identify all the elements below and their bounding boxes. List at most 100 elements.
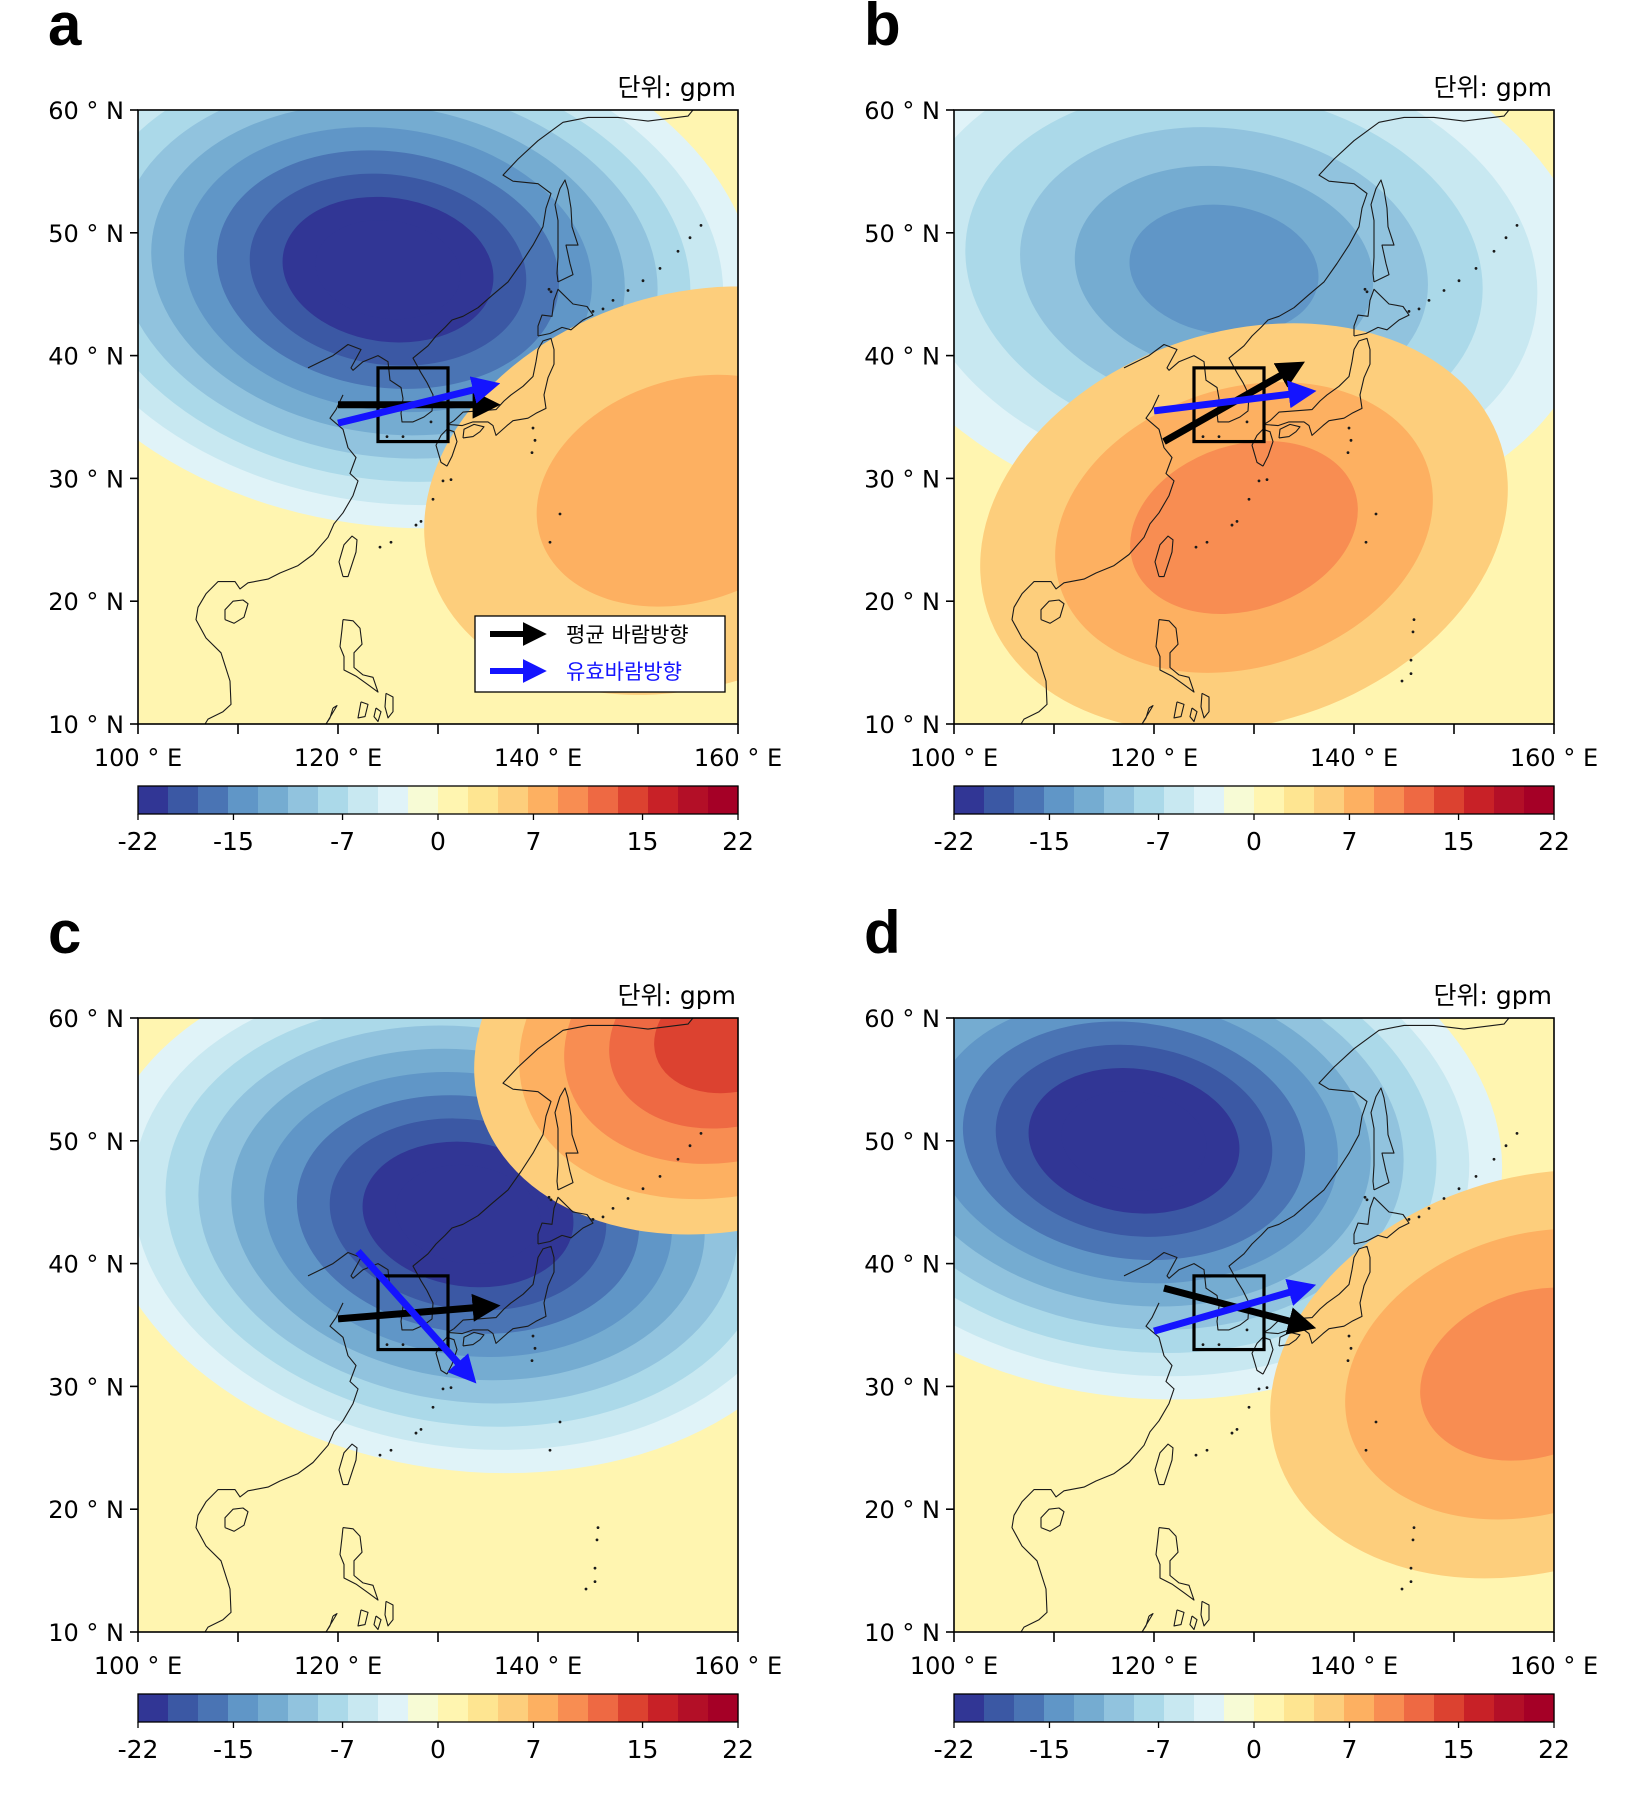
coastline-10 xyxy=(1173,1609,1185,1627)
colorbar-swatch xyxy=(468,786,499,814)
y-tick-label: 30 ° N xyxy=(864,465,940,493)
y-tick-label: 60 ° N xyxy=(864,1005,940,1033)
y-tick-label: 60 ° N xyxy=(864,97,940,125)
island-15 xyxy=(1412,1526,1416,1530)
y-tick-label: 10 ° N xyxy=(48,1619,124,1647)
y-tick-label: 50 ° N xyxy=(48,220,124,248)
colorbar-swatch xyxy=(528,1694,559,1722)
colorbar-swatch xyxy=(348,786,379,814)
island-19 xyxy=(1201,435,1205,439)
colorbar-swatch xyxy=(984,1694,1015,1722)
colorbar: -22 -15 -7 0 7 15 22 xyxy=(934,785,1570,856)
island-11 xyxy=(593,1566,597,1570)
coastline-6 xyxy=(554,179,579,283)
island-23 xyxy=(611,298,615,302)
colorbar-swatch xyxy=(1074,1694,1105,1722)
panel-a: a 단위: gpm 60 ° N 50 ° N 40 ° N 30 ° N 20 ° N 10… xyxy=(0,0,816,908)
x-tick-label: 120 ° E xyxy=(1110,744,1198,772)
island-26 xyxy=(1474,1175,1478,1178)
x-tick-label: 140 ° E xyxy=(494,744,582,772)
contour-level-1-2 xyxy=(1420,1287,1554,1461)
colorbar-tick-label: 15 xyxy=(627,1735,659,1764)
map-figure: c 단위: gpm 60 ° N 50 ° N 40 ° N 30 ° N 20 ° N 10… xyxy=(48,908,782,1764)
island-23 xyxy=(1427,298,1431,302)
island-12 xyxy=(1409,1580,1413,1584)
colorbar-swatch xyxy=(258,1694,289,1722)
coastline-7 xyxy=(338,535,358,578)
colorbar-swatch xyxy=(1224,786,1255,814)
coastline-8 xyxy=(224,1507,249,1532)
y-tick-label: 60 ° N xyxy=(48,97,124,125)
colorbar-swatch xyxy=(1524,1694,1555,1722)
y-tick-label: 40 ° N xyxy=(864,343,940,371)
colorbar-swatch xyxy=(708,1694,739,1722)
unit-label: 단위: gpm xyxy=(618,981,736,1010)
island-30 xyxy=(1245,1328,1249,1332)
colorbar-swatch xyxy=(1404,786,1435,814)
colorbar-swatch xyxy=(438,786,469,814)
island-9 xyxy=(530,451,534,455)
colorbar-swatch xyxy=(1374,786,1405,814)
colorbar-swatch xyxy=(618,786,649,814)
anomaly-field xyxy=(138,1018,738,1632)
colorbar: -22 -15 -7 0 7 15 22 xyxy=(118,1693,754,1764)
island-18 xyxy=(1363,287,1367,291)
island-19 xyxy=(385,435,389,439)
y-tick-label: 30 ° N xyxy=(48,465,124,493)
colorbar-swatch xyxy=(1194,786,1225,814)
island-25 xyxy=(1457,279,1461,283)
coastline-5 xyxy=(1353,288,1410,337)
island-21 xyxy=(591,1217,595,1221)
y-tick-label: 50 ° N xyxy=(864,220,940,248)
island-22 xyxy=(601,1215,605,1219)
island-21 xyxy=(1407,309,1411,313)
coastline-10 xyxy=(357,1609,369,1627)
colorbar-tick-label: -7 xyxy=(1146,1735,1171,1764)
anomaly-field xyxy=(138,110,738,724)
island-7 xyxy=(1349,1346,1353,1350)
island-3 xyxy=(1257,1387,1261,1391)
colorbar-swatch xyxy=(588,786,619,814)
colorbar-swatch xyxy=(558,1694,589,1722)
y-tick-label: 60 ° N xyxy=(48,1005,124,1033)
island-24 xyxy=(626,1197,630,1200)
colorbar-tick-label: 0 xyxy=(430,827,446,856)
anomaly-field xyxy=(954,1018,1554,1632)
island-30 xyxy=(429,420,433,424)
x-tick-label: 100 ° E xyxy=(910,1652,998,1680)
colorbar-tick-label: -15 xyxy=(213,827,254,856)
coastline-8 xyxy=(1040,599,1065,624)
island-7 xyxy=(533,438,537,442)
contour-level-1-1 xyxy=(536,374,738,607)
island-25 xyxy=(641,279,645,283)
colorbar-swatch xyxy=(1314,786,1345,814)
island-21 xyxy=(1407,1217,1411,1221)
island-28 xyxy=(688,236,692,240)
island-30 xyxy=(1245,420,1249,424)
island-18 xyxy=(547,1195,551,1199)
colorbar-swatch xyxy=(1104,1694,1135,1722)
island-13 xyxy=(584,1587,588,1591)
island-24 xyxy=(626,289,630,292)
island-14 xyxy=(1411,630,1415,634)
y-tick-label: 10 ° N xyxy=(864,711,940,739)
colorbar-swatch xyxy=(1344,786,1375,814)
contour-level-0-9 xyxy=(1061,1091,1207,1191)
island-15 xyxy=(596,1526,600,1530)
colorbar-tick-label: -15 xyxy=(213,1735,254,1764)
coastline-13 xyxy=(1141,705,1154,724)
island-17 xyxy=(1365,1198,1369,1202)
island-26 xyxy=(658,1175,662,1178)
colorbar-tick-label: 0 xyxy=(430,1735,446,1764)
island-6 xyxy=(389,540,393,544)
island-18 xyxy=(547,287,551,291)
y-tick-label: 20 ° N xyxy=(864,588,940,616)
colorbar-tick-label: 7 xyxy=(1342,827,1358,856)
y-tick-label: 30 ° N xyxy=(48,1373,124,1401)
coastline-10 xyxy=(1173,701,1185,719)
coastline-9 xyxy=(1155,619,1195,693)
island-15 xyxy=(1412,618,1416,622)
coastline-5 xyxy=(537,288,594,337)
colorbar-swatch xyxy=(1494,786,1525,814)
coastline-11 xyxy=(1189,1615,1198,1631)
